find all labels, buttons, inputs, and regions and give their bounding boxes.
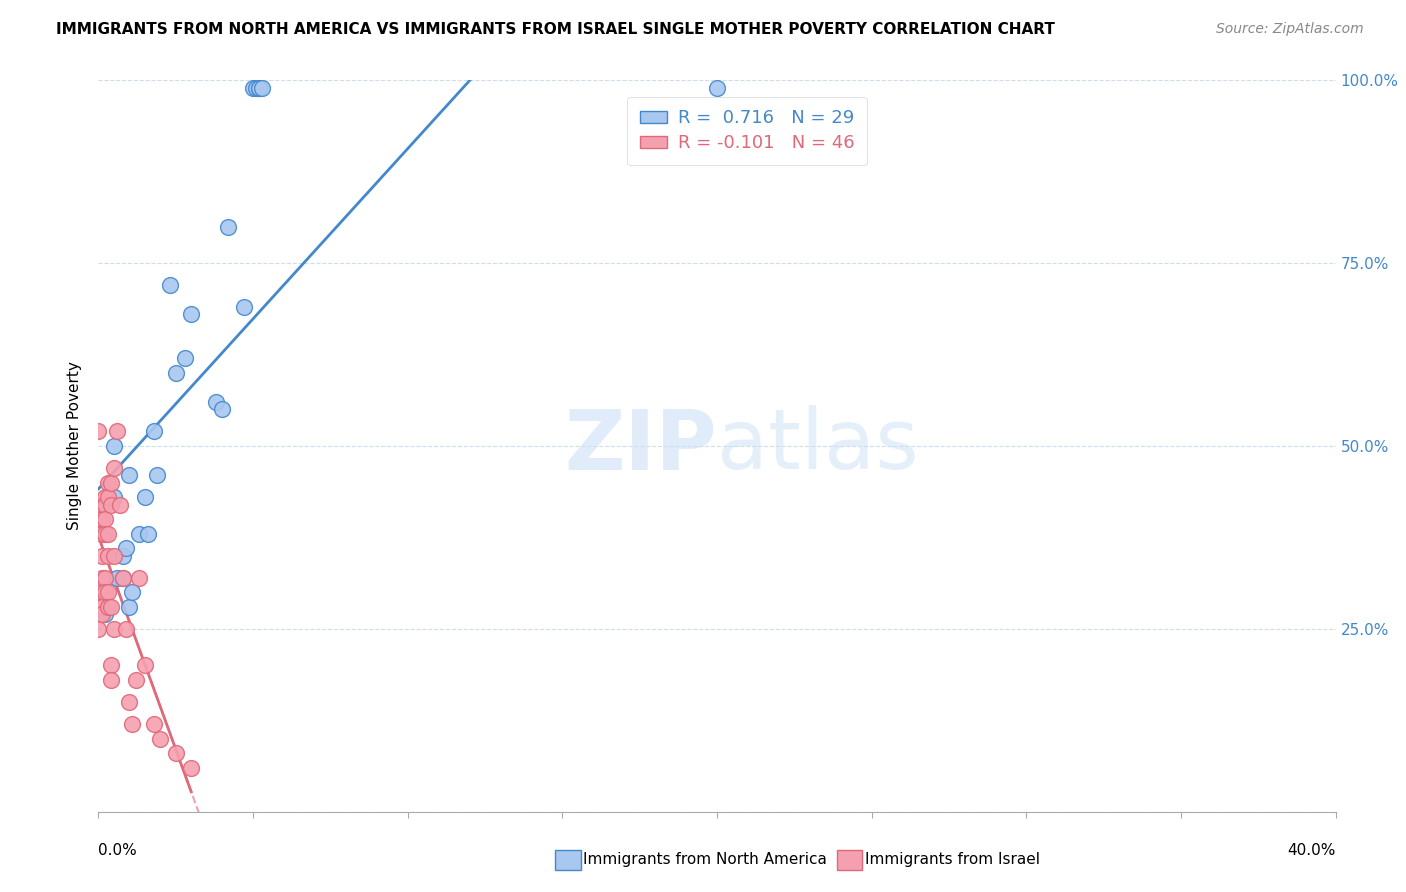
Point (165, 746, 187, 760)
Point (706, 80, 728, 95)
Point (103, 461, 125, 475)
Point (103, 622, 125, 636)
Point (128, 571, 150, 585)
Point (90, 571, 112, 585)
Point (121, 585, 143, 599)
Point (90, 599, 112, 614)
Point (87, 425, 110, 439)
Point (245, 80, 267, 95)
Point (97, 549, 120, 563)
Point (128, 526, 150, 541)
Point (93, 526, 115, 541)
Point (112, 571, 135, 585)
Point (87, 512, 110, 526)
Point (146, 468, 169, 483)
Point (115, 622, 138, 636)
Point (136, 526, 159, 541)
Text: atlas: atlas (717, 406, 918, 486)
Point (232, 300, 254, 314)
Point (93, 490, 115, 504)
Point (97, 585, 120, 599)
Point (97, 526, 120, 541)
Point (90, 512, 112, 526)
Point (112, 571, 135, 585)
Point (93, 571, 115, 585)
Point (143, 717, 166, 731)
Text: IMMIGRANTS FROM NORTH AMERICA VS IMMIGRANTS FROM ISRAEL SINGLE MOTHER POVERTY CO: IMMIGRANTS FROM NORTH AMERICA VS IMMIGRA… (56, 22, 1054, 37)
Point (100, 599, 122, 614)
Point (97, 490, 120, 504)
Point (121, 717, 143, 731)
Point (159, 278, 181, 293)
Point (100, 658, 122, 673)
Point (105, 571, 128, 585)
Legend: R =  0.716   N = 29, R = -0.101   N = 46: R = 0.716 N = 29, R = -0.101 N = 46 (627, 96, 868, 165)
Point (90, 549, 112, 563)
Point (134, 658, 156, 673)
Point (93, 607, 115, 622)
Text: Immigrants from Israel: Immigrants from Israel (865, 853, 1039, 867)
Point (180, 307, 202, 321)
Point (165, 366, 187, 380)
Point (143, 425, 166, 439)
Point (247, 80, 270, 95)
Point (93, 498, 115, 512)
Point (100, 475, 122, 490)
Point (90, 585, 112, 599)
Point (118, 695, 141, 709)
Point (124, 673, 146, 687)
Point (93, 585, 115, 599)
Text: Immigrants from North America: Immigrants from North America (583, 853, 827, 867)
Text: Source: ZipAtlas.com: Source: ZipAtlas.com (1216, 22, 1364, 37)
Point (118, 468, 141, 483)
Point (105, 425, 128, 439)
Point (100, 673, 122, 687)
Point (87, 622, 110, 636)
Point (103, 490, 125, 504)
Text: 40.0%: 40.0% (1288, 843, 1336, 858)
Point (118, 599, 141, 614)
Text: ZIP: ZIP (565, 406, 717, 486)
Point (90, 526, 112, 541)
Point (100, 498, 122, 512)
Point (242, 80, 264, 95)
Point (180, 761, 202, 775)
Point (93, 512, 115, 526)
Point (103, 439, 125, 453)
Point (115, 541, 138, 556)
Point (87, 599, 110, 614)
Point (252, 80, 274, 95)
Point (90, 498, 112, 512)
Y-axis label: Single Mother Poverty: Single Mother Poverty (67, 361, 83, 531)
Point (134, 490, 156, 504)
Point (149, 731, 172, 746)
Point (205, 395, 228, 409)
Text: 0.0%: 0.0% (98, 843, 138, 858)
Point (87, 607, 110, 622)
Point (103, 549, 125, 563)
Point (174, 351, 197, 366)
Point (97, 475, 120, 490)
Point (90, 607, 112, 622)
Point (247, 80, 270, 95)
Point (97, 599, 120, 614)
Point (112, 549, 135, 563)
Point (217, 219, 239, 234)
Point (211, 402, 233, 417)
Point (108, 498, 131, 512)
